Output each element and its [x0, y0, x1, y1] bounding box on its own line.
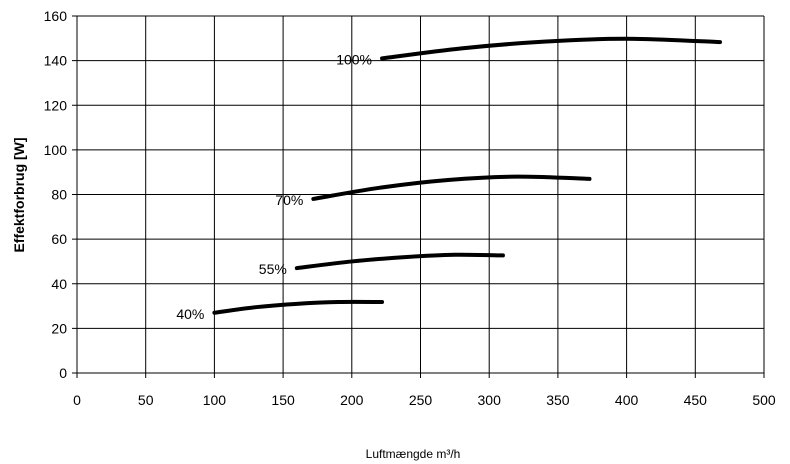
x-tick-label: 350	[546, 392, 570, 408]
x-tick-label: 0	[73, 392, 81, 408]
series-label-100pct: 100%	[336, 51, 372, 67]
x-tick-label: 50	[138, 392, 154, 408]
y-tick-label: 80	[51, 187, 67, 203]
y-tick-label: 40	[51, 276, 67, 292]
series-line-100pct	[380, 36, 723, 61]
curve-labels: 40% 55% 70% 100%	[176, 51, 372, 321]
y-tick-label: 160	[44, 8, 68, 24]
series-line-40pct	[212, 299, 385, 315]
x-tick-label: 450	[684, 392, 708, 408]
y-tick-labels: 0 20 40 60 80 100 120 140 160	[44, 8, 68, 381]
series-line-70pct	[311, 174, 592, 201]
x-tick-label: 400	[615, 392, 639, 408]
y-tick-label: 0	[59, 365, 67, 381]
series-line-55pct	[294, 252, 505, 271]
x-tick-labels: 0 50 100 150 200 250 300 350 400 450 500	[73, 392, 776, 408]
x-tick-label: 150	[271, 392, 295, 408]
series-label-70pct: 70%	[275, 192, 303, 208]
grid	[72, 15, 765, 378]
y-tick-label: 20	[51, 320, 67, 336]
series-label-55pct: 55%	[259, 261, 287, 277]
x-tick-label: 100	[203, 392, 227, 408]
y-axis-title: Effektforbrug [W]	[11, 137, 27, 252]
y-tick-label: 60	[51, 231, 67, 247]
series-label-40pct: 40%	[176, 306, 204, 322]
x-tick-label: 250	[409, 392, 433, 408]
series-group	[212, 36, 723, 315]
x-axis-title: Luftmængde m³/h	[366, 447, 461, 461]
x-tick-label: 500	[752, 392, 776, 408]
x-tick-label: 300	[478, 392, 502, 408]
x-tick-label: 200	[340, 392, 364, 408]
y-tick-label: 120	[44, 97, 68, 113]
y-tick-label: 140	[44, 53, 68, 69]
y-tick-label: 100	[44, 142, 68, 158]
